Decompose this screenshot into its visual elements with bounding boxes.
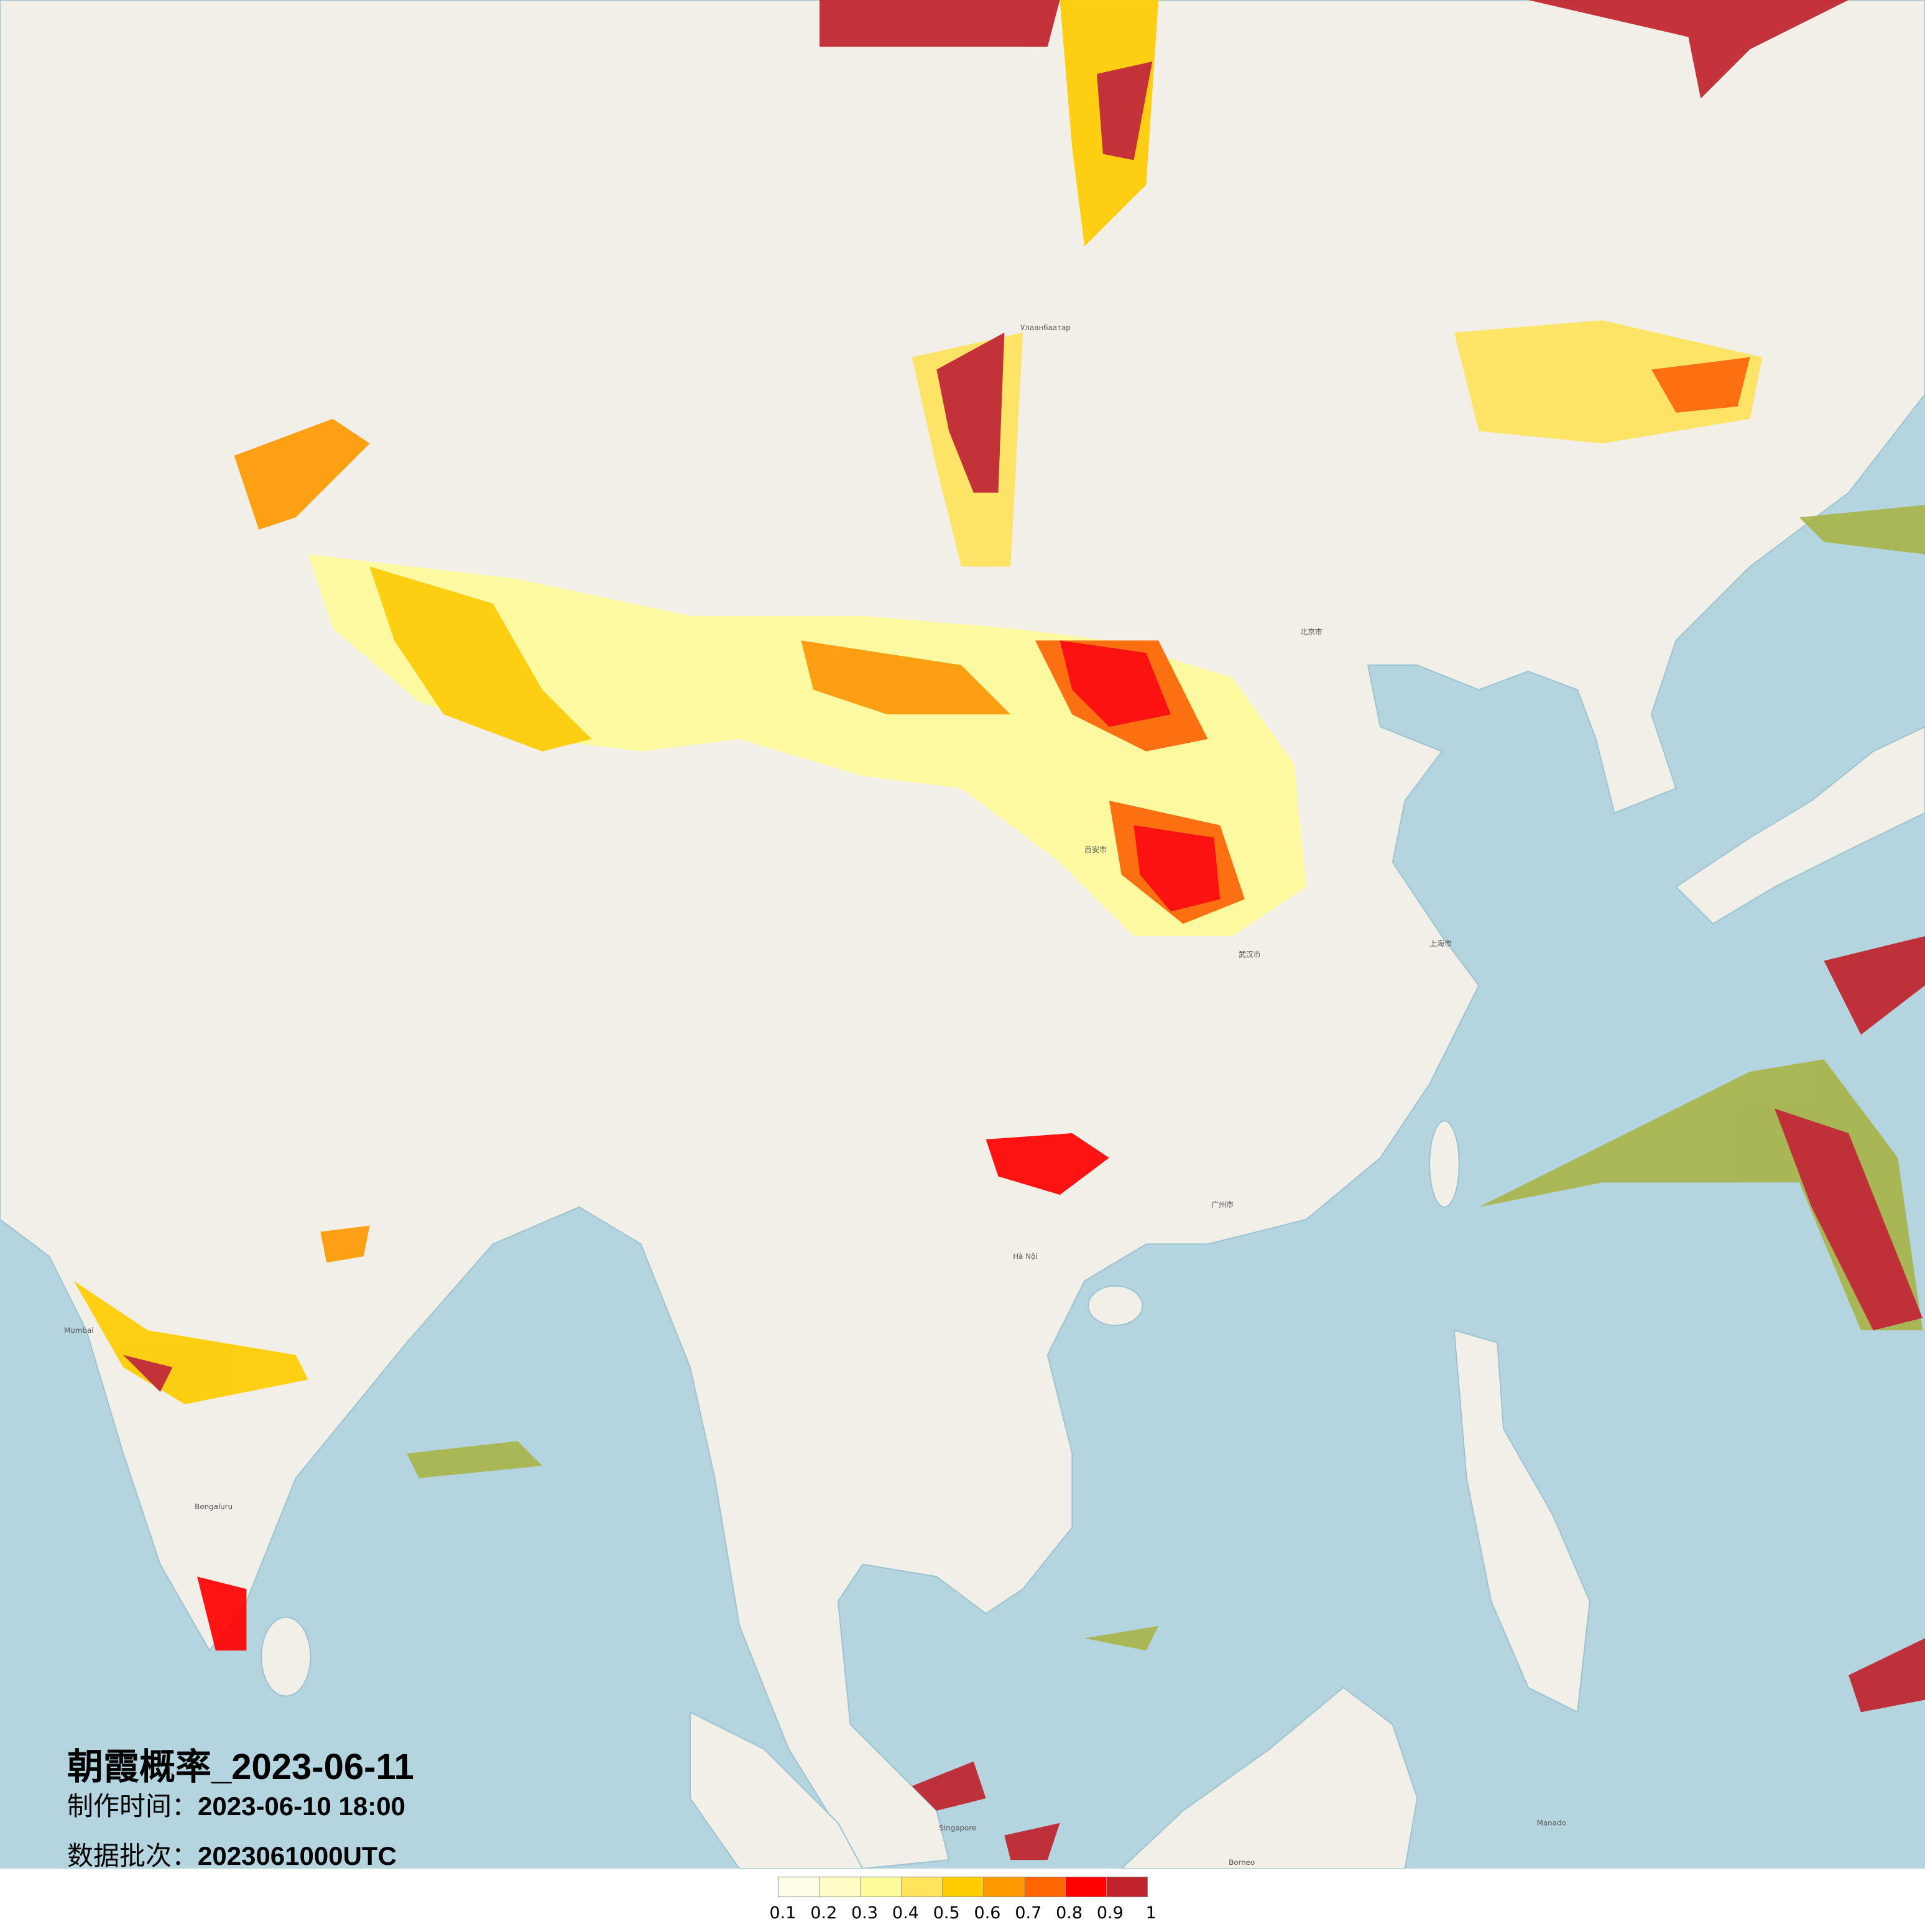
- legend-label: 0.6: [974, 1903, 1001, 1923]
- probability-map[interactable]: Улаанбаатар 北京市 西安市 武汉市 广州市 上海市 Hà Nội B…: [0, 0, 1925, 1869]
- legend-label: 0.3: [851, 1903, 879, 1923]
- legend-swatch: [1107, 1877, 1147, 1897]
- data-batch-value: 2023061000UTC: [198, 1841, 397, 1870]
- svg-text:上海市: 上海市: [1429, 939, 1452, 948]
- legend-swatch: [819, 1877, 861, 1897]
- legend-swatch: [1025, 1877, 1066, 1897]
- make-time-value: 2023-06-10 18:00: [198, 1792, 405, 1821]
- legend-swatch: [778, 1877, 819, 1897]
- legend-label: 0.5: [933, 1903, 960, 1923]
- svg-text:武汉市: 武汉市: [1239, 950, 1261, 959]
- svg-text:西安市: 西安市: [1084, 845, 1107, 854]
- svg-text:Mumbai: Mumbai: [64, 1326, 93, 1335]
- probability-fields: [73, 0, 1925, 1861]
- map-title: 朝霞概率_2023-06-11: [67, 1747, 414, 1787]
- data-batch-label: 数据批次：: [67, 1841, 198, 1871]
- legend-swatch: [1066, 1877, 1107, 1897]
- legend-swatch: [861, 1877, 902, 1897]
- svg-text:Bengaluru: Bengaluru: [195, 1502, 233, 1511]
- svg-text:Manado: Manado: [1537, 1819, 1566, 1828]
- svg-text:Hà Nội: Hà Nội: [1013, 1252, 1037, 1261]
- legend-label: 0.9: [1096, 1903, 1124, 1923]
- islands: [261, 726, 1925, 1869]
- legend-label: 1: [1145, 1903, 1156, 1923]
- svg-text:Singapore: Singapore: [939, 1824, 976, 1833]
- legend-label: 0.4: [892, 1903, 919, 1923]
- legend-label: 0.2: [810, 1903, 838, 1923]
- svg-text:Улаанбаатар: Улаанбаатар: [1020, 323, 1071, 332]
- legend-swatch: [902, 1877, 943, 1897]
- legend-label: 0.1: [769, 1903, 796, 1923]
- legend-labels: 0.1 0.2 0.3 0.4 0.5 0.6 0.7 0.8 0.9 1: [768, 1903, 1166, 1928]
- svg-text:广州市: 广州市: [1211, 1200, 1234, 1209]
- svg-text:Borneo: Borneo: [1229, 1858, 1255, 1867]
- make-time-label: 制作时间：: [67, 1791, 198, 1821]
- color-legend: [778, 1877, 1148, 1897]
- legend-swatch: [943, 1877, 984, 1897]
- make-time: 制作时间：2023-06-10 18:00: [67, 1785, 405, 1823]
- svg-text:北京市: 北京市: [1300, 627, 1323, 636]
- legend-swatch: [984, 1877, 1025, 1897]
- place-labels: Улаанбаатар 北京市 西安市 武汉市 广州市 上海市 Hà Nội B…: [64, 323, 1566, 1867]
- legend-label: 0.8: [1056, 1903, 1083, 1923]
- data-batch: 数据批次：2023061000UTC: [67, 1835, 397, 1873]
- legend-label: 0.7: [1015, 1903, 1042, 1923]
- mainland: [0, 0, 1925, 1869]
